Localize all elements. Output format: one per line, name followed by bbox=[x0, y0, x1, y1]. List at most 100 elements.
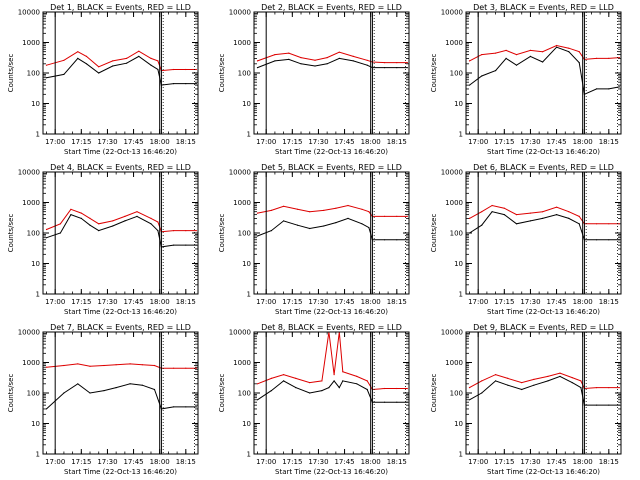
plot-area bbox=[468, 372, 620, 406]
y-tick-label: 100 bbox=[238, 230, 251, 238]
events-data-point bbox=[608, 404, 610, 406]
x-tick-label: 17:15 bbox=[71, 458, 91, 466]
lld-data-point bbox=[314, 59, 316, 61]
lld-data-point bbox=[507, 377, 509, 379]
events-data-point bbox=[270, 230, 272, 232]
events-data-point bbox=[283, 220, 285, 222]
y-tick-label: 10000 bbox=[229, 329, 251, 337]
events-series-line bbox=[257, 217, 408, 241]
x-axis-label: Start Time (22-Oct-13 16:46:20) bbox=[487, 148, 600, 156]
chart-title: Det 1, BLACK = Events, RED = LLD bbox=[50, 3, 191, 12]
lld-data-point bbox=[112, 220, 114, 222]
events-data-point bbox=[547, 380, 549, 382]
lld-data-point bbox=[559, 372, 561, 374]
plot-area bbox=[45, 363, 197, 410]
events-data-point bbox=[141, 384, 143, 386]
events-data-point bbox=[503, 214, 505, 216]
lld-data-point bbox=[59, 223, 62, 225]
events-data-point bbox=[112, 65, 114, 67]
x-tick-label: 17:15 bbox=[282, 458, 302, 466]
lld-data-point bbox=[45, 366, 48, 368]
events-data-point bbox=[314, 65, 316, 67]
events-data-point bbox=[406, 239, 408, 241]
lld-data-point bbox=[608, 57, 610, 60]
lld-data-point bbox=[468, 217, 471, 219]
lld-series-line bbox=[46, 50, 197, 72]
lld-data-point bbox=[195, 230, 197, 232]
x-tick-label: 18:00 bbox=[361, 138, 381, 146]
events-data-point bbox=[495, 70, 497, 72]
y-tick-label: 100 bbox=[27, 230, 40, 238]
x-tick-label: 17:00 bbox=[256, 298, 276, 306]
y-tick-label: 1000 bbox=[445, 359, 463, 367]
events-data-point bbox=[515, 223, 518, 225]
y-tick-label: 1000 bbox=[233, 39, 251, 47]
x-tick-label: 18:15 bbox=[599, 138, 619, 146]
y-axis-label: Counts/sec bbox=[7, 374, 15, 413]
y-tick-label: 1 bbox=[459, 291, 463, 299]
events-data-point bbox=[481, 75, 483, 77]
events-series-line bbox=[46, 383, 197, 410]
lld-data-point bbox=[521, 382, 523, 384]
lld-data-point bbox=[338, 51, 340, 53]
y-tick-label: 10000 bbox=[441, 329, 463, 337]
events-data-point bbox=[333, 380, 335, 382]
x-axis-label: Start Time (22-Oct-13 16:46:20) bbox=[64, 148, 177, 156]
lld-data-point bbox=[185, 367, 187, 369]
events-data-point bbox=[542, 217, 544, 219]
lld-data-point bbox=[491, 204, 493, 207]
x-tick-label: 17:15 bbox=[282, 298, 302, 306]
events-data-point bbox=[596, 88, 598, 90]
x-tick-label: 17:15 bbox=[494, 298, 514, 306]
events-data-point bbox=[338, 57, 340, 60]
events-data-point bbox=[533, 384, 535, 386]
plot-area bbox=[468, 44, 620, 96]
events-data-point bbox=[300, 63, 302, 65]
lld-data-point bbox=[157, 60, 159, 62]
lld-data-point bbox=[309, 382, 311, 384]
lld-data-point bbox=[481, 380, 483, 382]
lld-data-point bbox=[185, 68, 187, 71]
y-tick-label: 1000 bbox=[22, 199, 40, 207]
lld-series-line bbox=[46, 363, 197, 369]
events-data-point bbox=[356, 383, 358, 385]
y-axis-label: Counts/sec bbox=[7, 214, 15, 253]
lld-data-point bbox=[618, 57, 620, 59]
x-tick-label: 18:15 bbox=[599, 458, 619, 466]
lld-data-point bbox=[505, 49, 507, 52]
events-data-point bbox=[396, 67, 398, 69]
x-tick-label: 17:30 bbox=[97, 458, 117, 466]
y-axis-label: Counts/sec bbox=[218, 374, 226, 413]
lld-data-point bbox=[542, 211, 544, 213]
y-tick-label: 10000 bbox=[441, 9, 463, 17]
lld-data-point bbox=[515, 54, 518, 56]
lld-data-point bbox=[515, 214, 518, 216]
plot-frame bbox=[465, 331, 622, 455]
plot-frame bbox=[465, 171, 622, 295]
lld-data-point bbox=[468, 387, 471, 389]
lld-data-point bbox=[77, 51, 79, 53]
x-tick-label: 18:00 bbox=[361, 458, 381, 466]
events-data-point bbox=[256, 235, 259, 237]
lld-data-point bbox=[326, 57, 328, 59]
events-data-point bbox=[45, 237, 48, 239]
chart-panel-8: Det 8, BLACK = Events, RED = LLD Counts/s… bbox=[218, 323, 410, 476]
lld-data-point bbox=[396, 387, 398, 390]
lld-data-point bbox=[173, 230, 175, 232]
events-data-point bbox=[274, 60, 276, 62]
lld-data-point bbox=[356, 375, 358, 377]
events-data-point bbox=[80, 217, 82, 219]
lld-data-point bbox=[195, 68, 197, 71]
x-tick-label: 17:45 bbox=[334, 458, 354, 466]
events-data-point bbox=[124, 220, 126, 222]
x-tick-label: 18:15 bbox=[387, 298, 407, 306]
chart-panel-1: Det 1, BLACK = Events, RED = LLD Counts/s… bbox=[7, 3, 199, 156]
lld-data-point bbox=[98, 223, 100, 225]
lld-data-point bbox=[150, 217, 152, 219]
x-tick-label: 18:00 bbox=[150, 138, 170, 146]
lld-data-point bbox=[547, 375, 549, 377]
lld-data-point bbox=[495, 374, 497, 376]
x-tick-label: 17:15 bbox=[494, 138, 514, 146]
x-axis-label: Start Time (22-Oct-13 16:46:20) bbox=[64, 308, 177, 316]
chart-title: Det 3, BLACK = Events, RED = LLD bbox=[473, 3, 614, 12]
